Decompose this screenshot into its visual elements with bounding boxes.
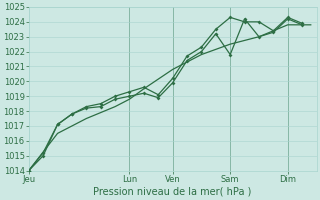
X-axis label: Pression niveau de la mer( hPa ): Pression niveau de la mer( hPa )	[93, 187, 252, 197]
